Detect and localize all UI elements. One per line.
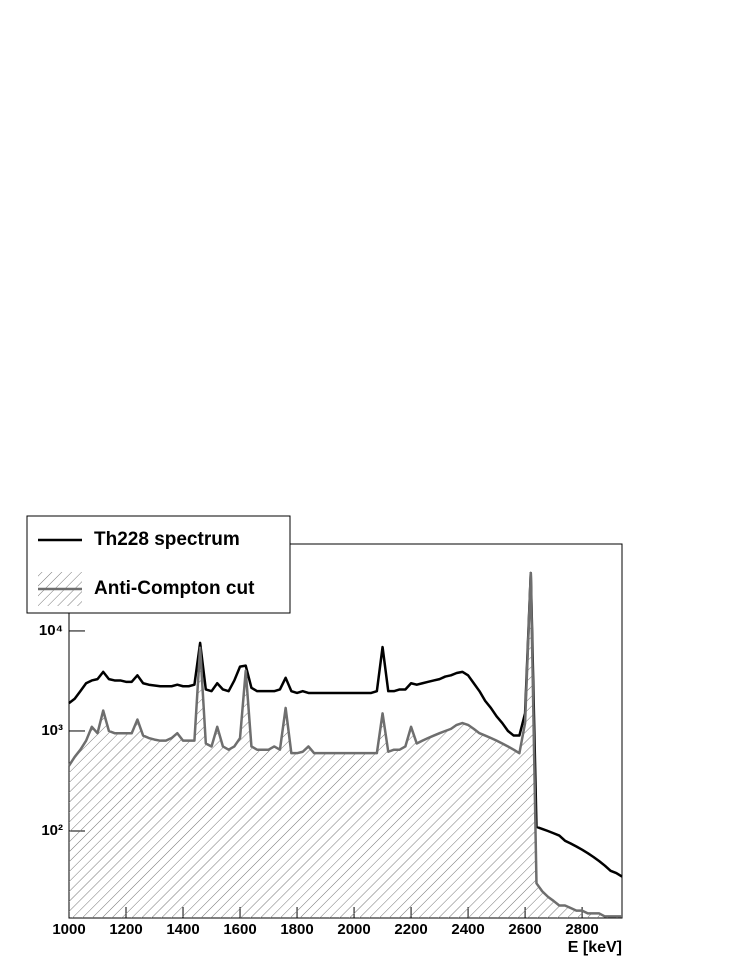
x-tick-label: 2000 <box>337 921 370 938</box>
x-tick-label: 1800 <box>280 921 313 938</box>
series-area <box>69 572 622 918</box>
x-tick-label: 1400 <box>166 921 199 938</box>
y-tick-label: 10² <box>41 822 63 839</box>
x-tick-label: 1600 <box>223 921 256 938</box>
x-tick-label: 1000 <box>52 921 85 938</box>
x-tick-label: 1200 <box>109 921 142 938</box>
x-tick-label: 2400 <box>451 921 484 938</box>
x-tick-label: 2200 <box>394 921 427 938</box>
y-tick-label: 10⁴ <box>39 622 63 639</box>
x-tick-label: 2600 <box>508 921 541 938</box>
series-line <box>67 571 622 918</box>
y-tick-label: 10³ <box>41 722 63 739</box>
legend-label: Th228 spectrum <box>94 529 240 550</box>
legend-label: Anti-Compton cut <box>94 578 255 599</box>
x-axis-label: E [keV] <box>568 939 622 956</box>
x-tick-label: 2800 <box>565 921 598 938</box>
